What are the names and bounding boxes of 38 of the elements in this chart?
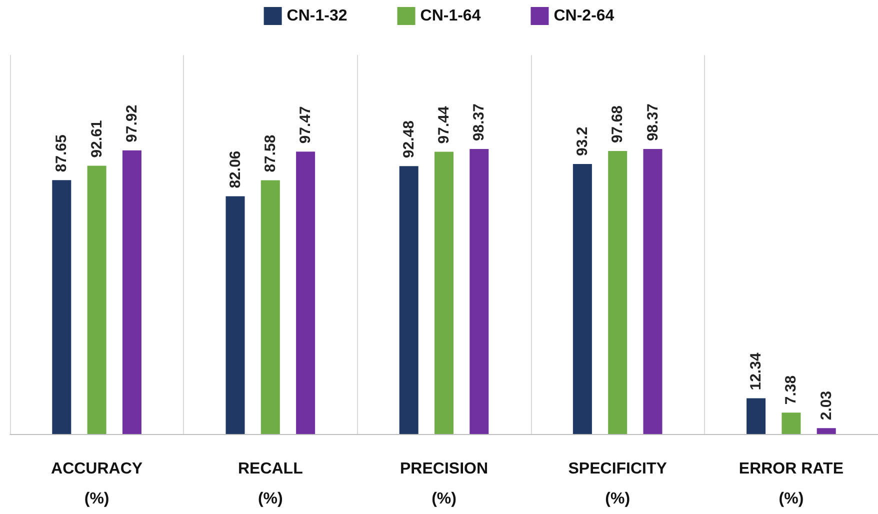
data-label: 82.06: [226, 150, 244, 188]
bar: [643, 149, 662, 434]
data-label: 97.44: [436, 106, 452, 144]
data-label: 93.2: [574, 126, 591, 156]
data-label: 2.03: [818, 390, 835, 420]
data-label: 98.37: [470, 103, 488, 142]
bar: [434, 152, 454, 434]
data-label: 87.58: [262, 134, 279, 172]
data-label: 92.48: [400, 120, 418, 158]
data-label: 97.47: [297, 106, 314, 144]
bar: [296, 152, 316, 434]
bar: [122, 150, 142, 434]
data-label: 92.61: [88, 120, 106, 158]
data-label: 12.34: [748, 352, 765, 390]
bar: [87, 166, 106, 434]
x-tick-label: ERROR RATE (%): [738, 460, 844, 508]
bar: [399, 166, 418, 434]
bar: [226, 196, 245, 434]
bar: [782, 412, 801, 434]
bar: [608, 151, 628, 434]
x-tick-label: SPECIFICITY (%): [568, 460, 668, 508]
x-tick-label: PRECISION (%): [400, 460, 488, 508]
data-label: 98.37: [644, 103, 662, 142]
x-tick-label: RECALL (%): [238, 460, 304, 508]
legend-label: CN-2-64: [554, 8, 614, 24]
data-label: 87.65: [53, 134, 70, 172]
bar: [52, 180, 72, 434]
bar: [260, 180, 280, 434]
x-tick-label: ACCURACY (%): [51, 460, 143, 508]
legend-label: CN-1-32: [286, 8, 348, 24]
legend-label: CN-1-64: [420, 8, 481, 24]
bar: [470, 149, 489, 434]
data-label: 97.92: [123, 104, 140, 142]
bar: [746, 398, 766, 434]
data-label: 97.68: [609, 105, 626, 144]
bar: [572, 164, 592, 434]
data-label: 7.38: [782, 375, 800, 405]
bar: [816, 428, 836, 434]
